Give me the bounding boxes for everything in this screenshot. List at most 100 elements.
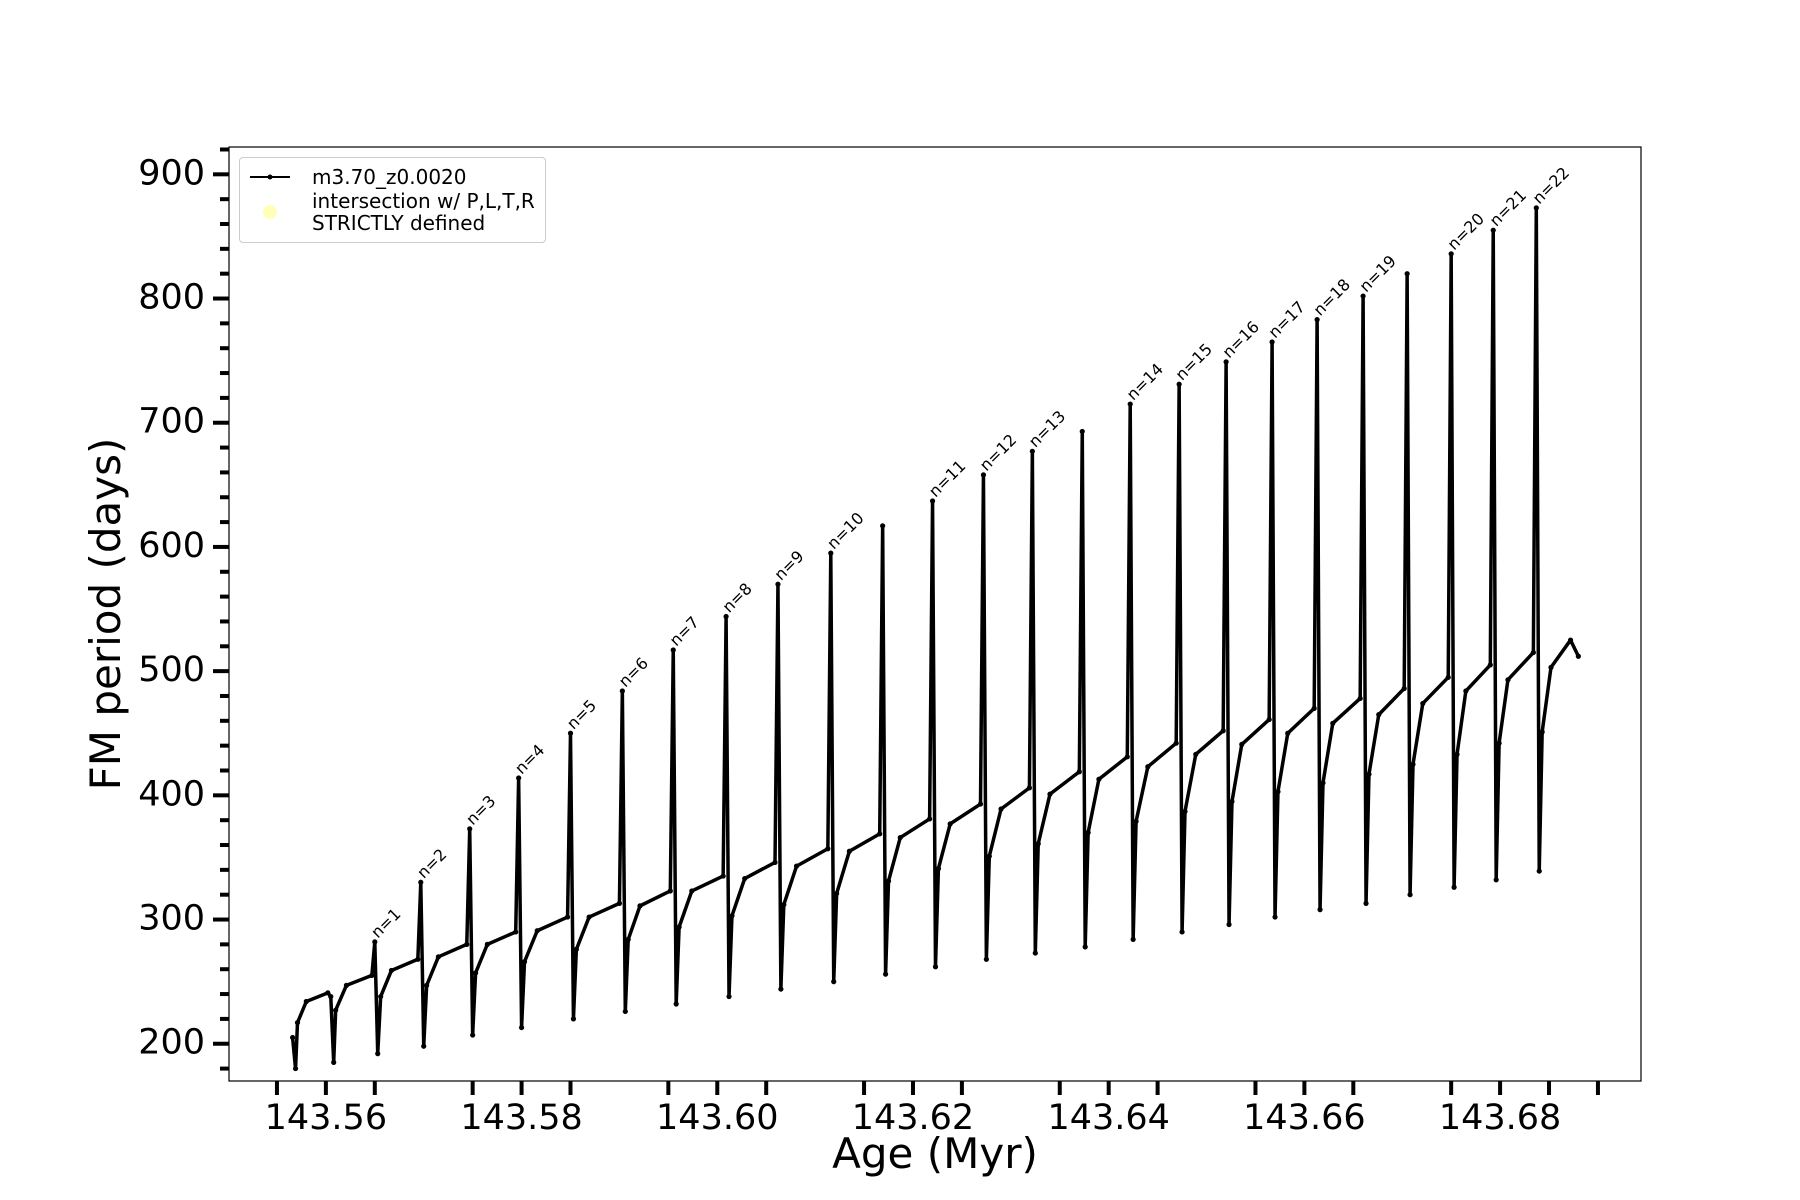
data-point <box>1269 339 1275 345</box>
y-tick-label: 400 <box>138 774 205 814</box>
legend-marker <box>263 205 277 219</box>
data-point <box>667 888 673 894</box>
y-axis-label: FM period (days) <box>81 438 130 791</box>
data-point <box>986 853 992 859</box>
legend: m3.70_z0.0020 intersection w/ P,L,T,R STR… <box>239 157 546 243</box>
data-point <box>1366 771 1372 777</box>
data-point <box>1376 712 1382 718</box>
data-point <box>1085 829 1091 836</box>
data-point <box>1575 653 1581 659</box>
annotation: n=2 <box>413 845 450 882</box>
legend-entry: m3.70_z0.0020 <box>248 166 535 188</box>
data-point <box>1360 293 1366 299</box>
data-point <box>729 913 735 919</box>
data-point <box>534 928 540 934</box>
data-point <box>1330 720 1336 726</box>
annotation: n=7 <box>666 613 703 650</box>
data-point <box>1272 914 1278 920</box>
data-point <box>877 831 883 837</box>
data-point <box>1047 791 1053 797</box>
data-point <box>882 971 889 977</box>
data-point <box>424 982 430 988</box>
data-point <box>484 941 490 947</box>
x-tick-label: 143.64 <box>1047 1098 1169 1138</box>
data-point <box>467 826 473 832</box>
annotation: n=13 <box>1025 407 1069 451</box>
data-point <box>828 550 834 556</box>
y-tick-label: 200 <box>138 1023 205 1063</box>
data-point <box>929 498 936 504</box>
y-tick-label: 600 <box>138 526 205 566</box>
data-point <box>325 990 331 996</box>
data-point <box>723 613 729 620</box>
annotation: n=22 <box>1529 163 1573 207</box>
data-point <box>328 993 334 1000</box>
annotation: n=14 <box>1123 359 1167 403</box>
plot-frame <box>228 146 1642 1082</box>
y-tick-label: 700 <box>138 402 205 442</box>
data-point <box>616 900 623 906</box>
data-point <box>1311 705 1317 711</box>
data-point <box>294 1020 301 1026</box>
data-point <box>464 941 470 947</box>
data-point <box>1567 637 1574 643</box>
data-point <box>1275 789 1281 795</box>
legend-swatch <box>250 174 290 180</box>
data-point <box>1505 677 1511 683</box>
annotation: n=5 <box>563 696 600 733</box>
legend-entry: intersection w/ P,L,T,R STRICTLY defined <box>248 190 535 234</box>
data-point <box>673 1001 679 1007</box>
annotation: n=10 <box>823 508 867 552</box>
data-point <box>880 523 886 529</box>
data-point <box>637 903 643 909</box>
annotation: n=8 <box>718 579 755 616</box>
data-point <box>375 1051 381 1057</box>
data-point <box>518 1024 525 1031</box>
data-point <box>378 993 384 1000</box>
data-point <box>369 972 375 979</box>
data-point <box>1229 798 1235 805</box>
legend-swatch <box>263 205 277 219</box>
data-point <box>689 888 695 894</box>
data-point <box>1420 700 1426 707</box>
data-point <box>1451 884 1457 890</box>
annotation: n=11 <box>925 456 969 500</box>
data-point <box>980 472 987 478</box>
data-point <box>1493 877 1499 883</box>
data-point <box>1539 729 1545 735</box>
data-point <box>1548 664 1554 671</box>
data-point <box>1179 929 1185 935</box>
data-point <box>1133 818 1139 825</box>
data-point <box>1076 769 1082 775</box>
data-point <box>586 914 592 920</box>
data-point <box>726 993 732 1000</box>
data-point <box>1220 728 1226 734</box>
data-point <box>935 866 942 872</box>
data-point <box>977 801 984 807</box>
data-point <box>303 998 309 1005</box>
annotation: n=3 <box>462 791 499 828</box>
data-point <box>1320 780 1326 786</box>
data-point <box>1487 662 1493 668</box>
legend-label: m3.70_z0.0020 <box>312 165 467 189</box>
x-tick-label: 143.62 <box>852 1098 974 1138</box>
data-point <box>1285 730 1291 736</box>
data-point <box>1096 776 1102 782</box>
data-point <box>1026 785 1033 791</box>
data-point <box>983 956 989 962</box>
data-point <box>1223 359 1229 365</box>
data-point <box>1079 428 1085 435</box>
data-point <box>1239 741 1245 748</box>
annotation: n=12 <box>976 430 1020 474</box>
y-tick-label: 900 <box>138 153 205 193</box>
data-point <box>1401 685 1407 692</box>
data-point <box>567 730 574 736</box>
data-point <box>1130 936 1136 943</box>
data-point <box>772 859 778 866</box>
data-point <box>846 848 852 854</box>
annotation: n=15 <box>1172 340 1216 384</box>
data-point <box>927 816 933 822</box>
data-point <box>1176 381 1182 387</box>
data-point <box>421 1043 427 1049</box>
